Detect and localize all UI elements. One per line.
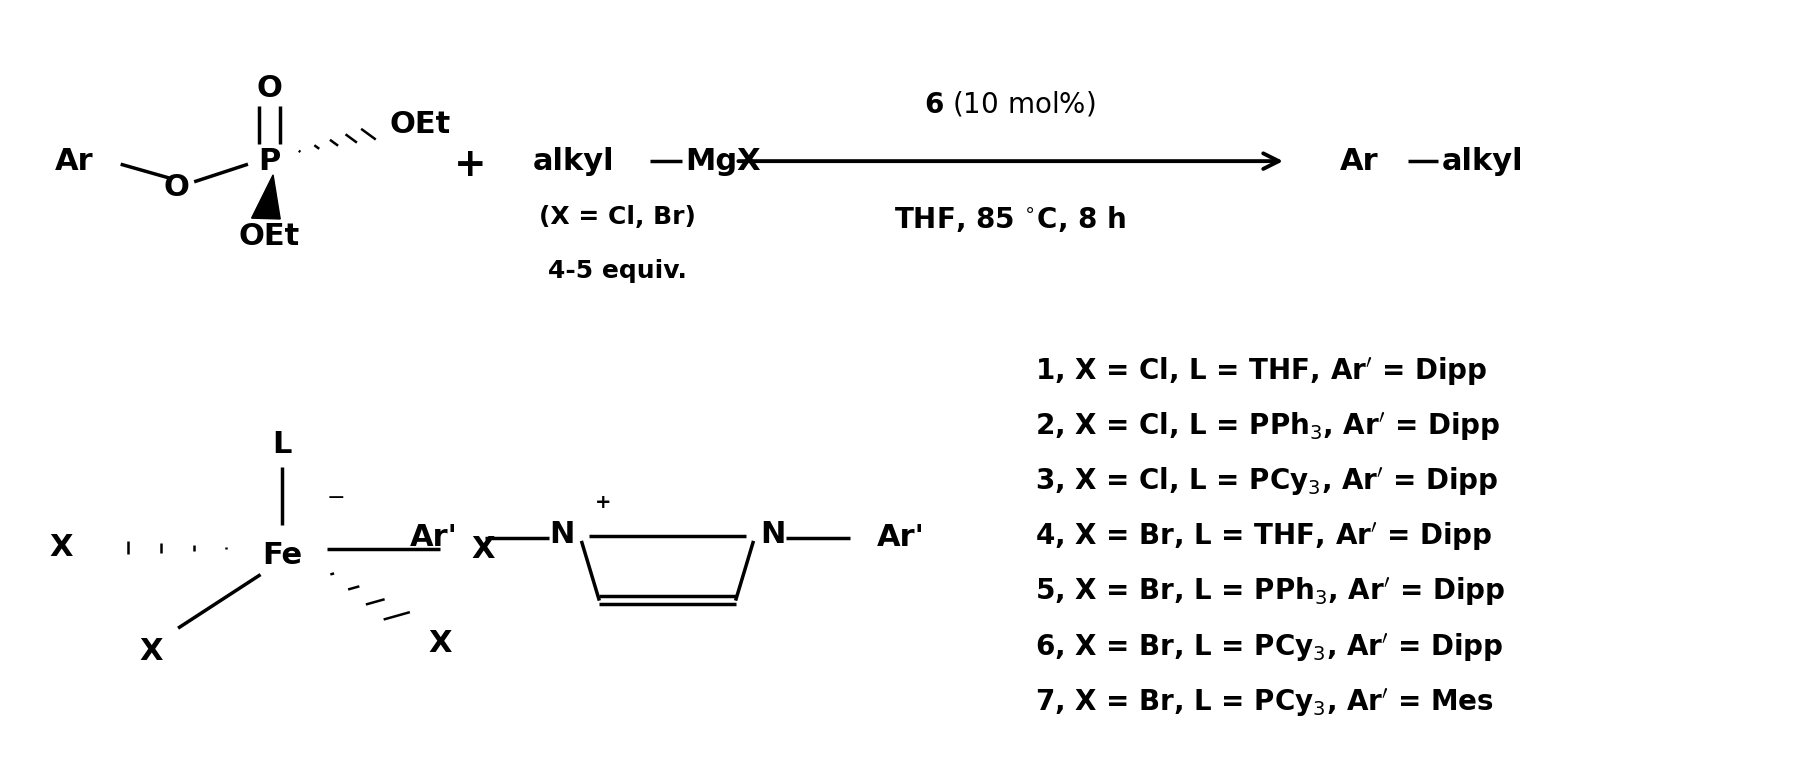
Text: $\mathbf{5}$, X = Br, L = PPh$_3$, Ar$'$ = Dipp: $\mathbf{5}$, X = Br, L = PPh$_3$, Ar$'$… <box>1036 576 1506 608</box>
Text: alkyl: alkyl <box>1443 146 1524 176</box>
Text: MgX: MgX <box>686 146 762 176</box>
Text: $\mathbf{7}$, X = Br, L = PCy$_3$, Ar$'$ = Mes: $\mathbf{7}$, X = Br, L = PCy$_3$, Ar$'$… <box>1036 686 1493 719</box>
Text: Fe: Fe <box>261 541 303 570</box>
Text: $\mathbf{6}$, X = Br, L = PCy$_3$, Ar$'$ = Dipp: $\mathbf{6}$, X = Br, L = PCy$_3$, Ar$'$… <box>1036 631 1504 663</box>
Text: +: + <box>594 493 611 512</box>
Text: N: N <box>760 520 785 550</box>
Text: +: + <box>454 146 486 184</box>
Text: $\mathbf{6}$ (10 mol%): $\mathbf{6}$ (10 mol%) <box>924 89 1095 118</box>
Text: $\mathbf{3}$, X = Cl, L = PCy$_3$, Ar$'$ = Dipp: $\mathbf{3}$, X = Cl, L = PCy$_3$, Ar$'$… <box>1036 466 1498 498</box>
Text: O: O <box>256 74 283 103</box>
Text: Ar': Ar' <box>877 523 926 553</box>
Text: −: − <box>326 488 346 508</box>
Text: alkyl: alkyl <box>533 146 614 176</box>
Text: L: L <box>272 430 292 459</box>
Polygon shape <box>252 175 281 219</box>
Text: $\mathbf{4}$, X = Br, L = THF, Ar$'$ = Dipp: $\mathbf{4}$, X = Br, L = THF, Ar$'$ = D… <box>1036 521 1493 553</box>
Text: THF, 85 $^{\circ}$C, 8 h: THF, 85 $^{\circ}$C, 8 h <box>893 204 1126 234</box>
Text: X: X <box>139 637 162 666</box>
Text: P: P <box>258 146 281 176</box>
Text: $\mathbf{1}$, X = Cl, L = THF, Ar$'$ = Dipp: $\mathbf{1}$, X = Cl, L = THF, Ar$'$ = D… <box>1036 355 1488 388</box>
Text: N: N <box>549 520 575 550</box>
Text: X: X <box>50 533 74 562</box>
Text: Ar: Ar <box>1340 146 1378 176</box>
Text: X: X <box>472 535 495 563</box>
Text: Ar: Ar <box>54 146 94 176</box>
Text: OEt: OEt <box>240 221 301 251</box>
Text: OEt: OEt <box>389 110 450 139</box>
Text: $\mathbf{2}$, X = Cl, L = PPh$_3$, Ar$'$ = Dipp: $\mathbf{2}$, X = Cl, L = PPh$_3$, Ar$'$… <box>1036 411 1500 443</box>
Text: (X = Cl, Br): (X = Cl, Br) <box>538 205 695 229</box>
Text: 4-5 equiv.: 4-5 equiv. <box>548 259 686 283</box>
Text: Ar': Ar' <box>411 523 457 553</box>
Text: O: O <box>164 173 189 203</box>
Text: X: X <box>429 629 452 658</box>
